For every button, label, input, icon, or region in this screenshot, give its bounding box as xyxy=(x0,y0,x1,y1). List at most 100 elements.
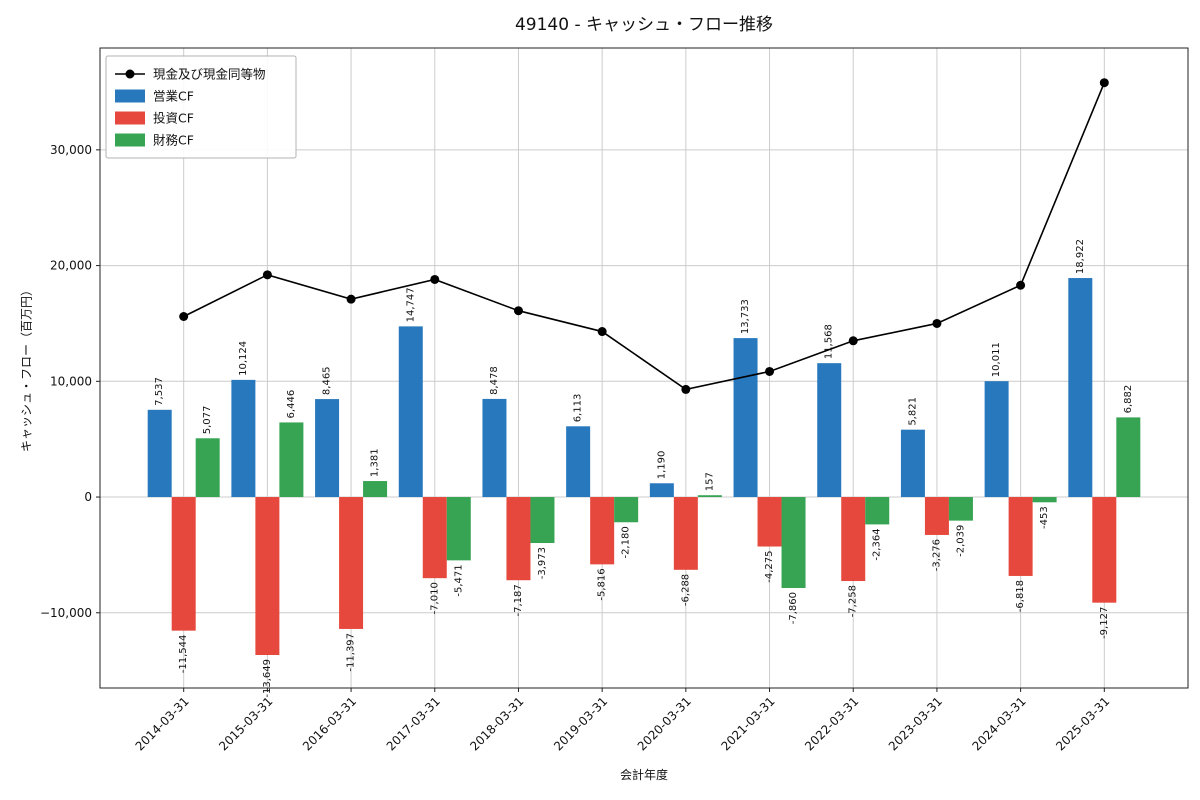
x-tick-label: 2025-03-31 xyxy=(1053,694,1112,753)
bar-financing-cf xyxy=(195,438,220,498)
bar-investing-cf xyxy=(590,497,615,565)
bar-value-label-financing-cf: -5,471 xyxy=(453,564,464,596)
bar-operating-cf xyxy=(984,381,1009,498)
line-marker-cash-and-equivalents xyxy=(681,384,691,394)
y-tick-label: 10,000 xyxy=(50,374,92,388)
bar-operating-cf xyxy=(315,399,340,498)
bar-investing-cf xyxy=(506,497,531,581)
line-marker-cash-and-equivalents xyxy=(346,294,356,304)
bar-investing-cf xyxy=(171,497,196,631)
y-tick-label: 0 xyxy=(84,490,92,504)
legend-label-financing-cf: 財務CF xyxy=(153,133,194,148)
bar-value-label-operating-cf: 7,537 xyxy=(154,377,165,406)
bar-operating-cf xyxy=(733,338,758,498)
bar-financing-cf xyxy=(948,497,973,521)
bar-value-label-investing-cf: -7,187 xyxy=(513,584,524,616)
x-tick-label: 2023-03-31 xyxy=(886,694,945,753)
bar-value-label-investing-cf: -13,649 xyxy=(262,659,273,698)
bar-operating-cf xyxy=(566,426,591,498)
legend-swatch-investing-cf xyxy=(115,111,145,125)
bar-value-label-operating-cf: 10,011 xyxy=(991,342,1002,377)
bar-operating-cf xyxy=(649,483,674,498)
bar-value-label-investing-cf: -6,288 xyxy=(680,574,691,606)
line-marker-cash-and-equivalents xyxy=(848,336,858,346)
bar-value-label-operating-cf: 14,747 xyxy=(405,287,416,322)
bar-value-label-investing-cf: -7,258 xyxy=(848,585,859,617)
bar-value-label-investing-cf: -5,816 xyxy=(597,568,608,600)
x-tick-label: 2018-03-31 xyxy=(467,694,526,753)
bar-value-label-financing-cf: 6,446 xyxy=(286,390,297,419)
legend-label-cash-and-equivalents: 現金及び現金同等物 xyxy=(153,67,266,82)
line-marker-cash-and-equivalents xyxy=(262,270,272,280)
bar-value-label-financing-cf: 1,381 xyxy=(370,448,381,477)
bar-operating-cf xyxy=(817,363,842,498)
bar-financing-cf xyxy=(781,497,806,589)
bar-financing-cf xyxy=(865,497,890,525)
bar-value-label-operating-cf: 8,465 xyxy=(322,366,333,395)
line-marker-cash-and-equivalents xyxy=(179,311,189,321)
bar-value-label-investing-cf: -3,276 xyxy=(931,539,942,571)
x-tick-label: 2016-03-31 xyxy=(300,694,359,753)
x-tick-label: 2020-03-31 xyxy=(635,694,694,753)
bar-value-label-investing-cf: -11,397 xyxy=(346,633,357,672)
legend-swatch-financing-cf xyxy=(115,133,145,147)
bar-investing-cf xyxy=(255,497,280,656)
line-marker-cash-and-equivalents xyxy=(597,327,607,337)
y-tick-label: 30,000 xyxy=(50,143,92,157)
x-axis-title: 会計年度 xyxy=(619,768,668,782)
bar-investing-cf xyxy=(757,497,782,547)
line-marker-cash-and-equivalents xyxy=(1099,78,1109,88)
bar-operating-cf xyxy=(147,409,172,498)
bar-financing-cf xyxy=(697,495,722,498)
line-marker-cash-and-equivalents xyxy=(513,306,523,316)
x-tick-label: 2022-03-31 xyxy=(802,694,861,753)
bar-value-label-operating-cf: 10,124 xyxy=(238,341,249,376)
bar-operating-cf xyxy=(398,326,423,498)
line-marker-cash-and-equivalents xyxy=(430,274,440,284)
bar-financing-cf xyxy=(279,422,304,498)
bar-operating-cf xyxy=(1068,278,1093,498)
bar-investing-cf xyxy=(924,497,949,535)
bar-value-label-financing-cf: -3,973 xyxy=(537,547,548,579)
bar-value-label-investing-cf: -7,010 xyxy=(429,582,440,614)
bar-investing-cf xyxy=(1008,497,1033,576)
bar-investing-cf xyxy=(422,497,447,579)
bar-value-label-financing-cf: -2,180 xyxy=(621,526,632,558)
bar-operating-cf xyxy=(900,429,925,498)
plot-border xyxy=(99,47,1189,689)
bar-value-label-investing-cf: -11,544 xyxy=(178,635,189,674)
bar-value-label-financing-cf: -2,364 xyxy=(872,528,883,560)
x-tick-label: 2021-03-31 xyxy=(718,694,777,753)
line-marker-cash-and-equivalents xyxy=(932,318,942,328)
x-tick-label: 2019-03-31 xyxy=(551,694,610,753)
bar-operating-cf xyxy=(482,398,507,498)
bar-financing-cf xyxy=(446,497,471,561)
y-tick-label: −10,000 xyxy=(40,606,92,620)
bar-value-label-operating-cf: 18,922 xyxy=(1075,239,1086,274)
line-marker-cash-and-equivalents xyxy=(1016,280,1026,290)
bar-value-label-investing-cf: -9,127 xyxy=(1099,607,1110,639)
legend-label-investing-cf: 投資CF xyxy=(153,111,194,126)
bar-financing-cf xyxy=(1116,417,1141,498)
bar-value-label-financing-cf: -453 xyxy=(1039,506,1050,529)
bar-investing-cf xyxy=(339,497,364,629)
legend-label-operating-cf: 営業CF xyxy=(153,89,194,104)
bar-value-label-operating-cf: 1,190 xyxy=(656,451,667,480)
bar-value-label-investing-cf: -4,275 xyxy=(764,551,775,583)
bar-financing-cf xyxy=(363,481,388,498)
bar-value-label-financing-cf: 6,882 xyxy=(1123,385,1134,414)
x-tick-label: 2017-03-31 xyxy=(384,694,443,753)
legend-swatch-operating-cf xyxy=(115,89,145,103)
bar-value-label-financing-cf: 157 xyxy=(704,472,715,491)
bar-value-label-operating-cf: 11,568 xyxy=(824,324,835,359)
x-tick-label: 2024-03-31 xyxy=(970,694,1029,753)
bar-value-label-operating-cf: 5,821 xyxy=(907,397,918,426)
legend-box xyxy=(105,55,297,159)
bar-financing-cf xyxy=(614,497,639,523)
bar-value-label-operating-cf: 6,113 xyxy=(573,394,584,423)
bar-value-label-investing-cf: -6,818 xyxy=(1015,580,1026,612)
bar-investing-cf xyxy=(841,497,866,582)
